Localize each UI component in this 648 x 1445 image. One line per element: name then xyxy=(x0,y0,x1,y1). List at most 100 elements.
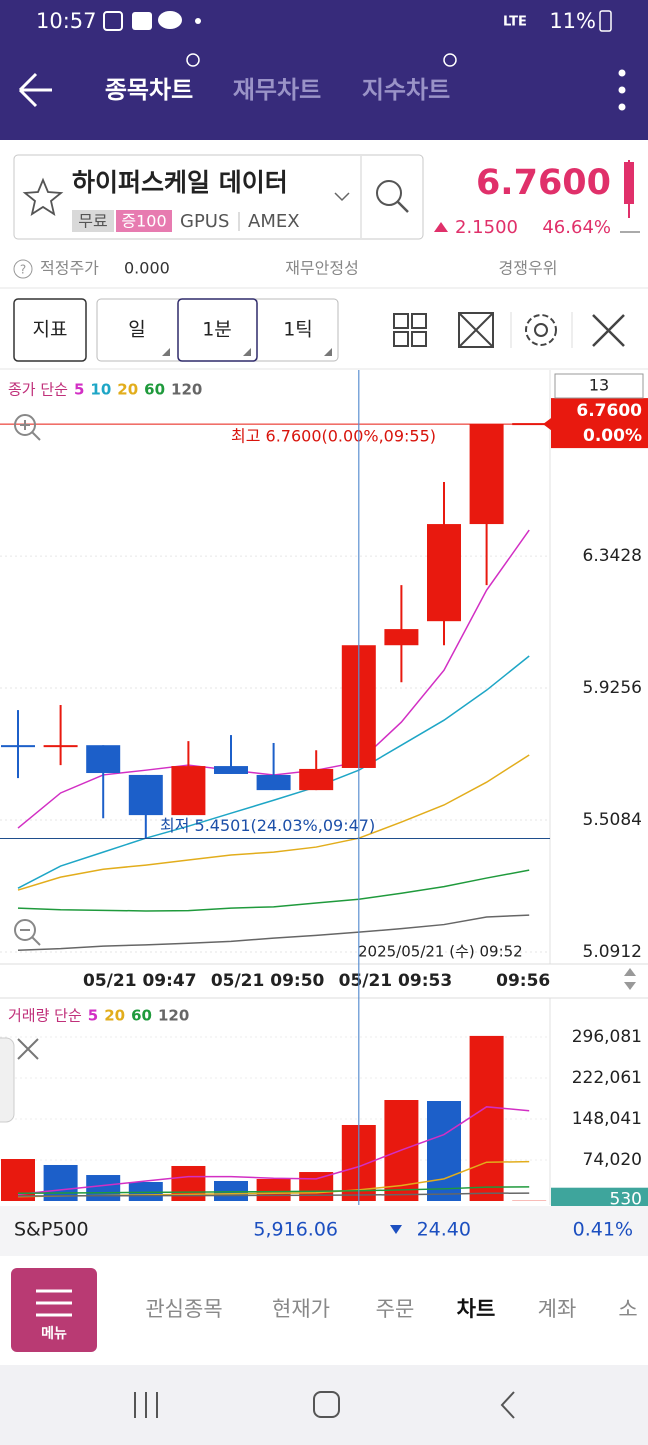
crosshair-label: 2025/05/21 (수) 09:52 xyxy=(358,943,523,961)
badge-text: 무료 xyxy=(78,212,107,231)
current-change: 0.00% xyxy=(583,426,642,446)
moving-average xyxy=(17,1106,530,1196)
help-icon[interactable] xyxy=(13,259,33,279)
svg-text:?: ? xyxy=(20,263,26,277)
volume-bar xyxy=(299,1172,334,1201)
side-handle[interactable] xyxy=(0,1037,15,1123)
x-tick-label: 05/21 09:50 xyxy=(211,971,325,991)
index-name: S&P500 xyxy=(14,1219,89,1241)
volume-bar xyxy=(214,1181,248,1201)
index-bar xyxy=(0,1206,648,1256)
recent-apps[interactable] xyxy=(134,1392,158,1418)
indicator-button[interactable] xyxy=(13,298,87,362)
legend-title: 거래량 단순 xyxy=(8,1007,82,1025)
battery: 11% xyxy=(549,9,596,33)
stock-name: 하이퍼스케일 데이터 xyxy=(72,168,288,197)
candle-body xyxy=(256,774,291,791)
visible-count: 13 xyxy=(589,376,609,395)
candle-body xyxy=(384,629,419,646)
candle-body xyxy=(299,768,334,791)
zoom-in[interactable] xyxy=(14,414,41,441)
y-tick-label: 6.3428 xyxy=(583,546,642,566)
candle-body xyxy=(86,745,121,774)
battery-icon xyxy=(599,10,612,32)
legend-entry: 10 xyxy=(90,381,111,399)
fullscreen-icon[interactable] xyxy=(458,312,494,348)
menu-button[interactable] xyxy=(11,1268,97,1352)
candle-body xyxy=(43,745,78,748)
clock: 10:57 xyxy=(36,9,97,33)
menu-icon xyxy=(36,1289,72,1317)
volume-bar xyxy=(469,1035,504,1201)
status-icon xyxy=(158,11,182,29)
index-value: 5,916.06 xyxy=(253,1219,338,1241)
badge-text: 증100 xyxy=(121,212,166,231)
nav-item[interactable]: 소 xyxy=(618,1297,637,1321)
volume-bar xyxy=(86,1175,121,1201)
current-price-pointer xyxy=(543,418,551,431)
moving-average xyxy=(17,655,530,889)
tab[interactable]: 재무차트 xyxy=(233,76,321,104)
nav-item[interactable]: 관심종목 xyxy=(145,1297,222,1321)
period-selected[interactable] xyxy=(177,298,258,362)
resize-handle[interactable] xyxy=(624,968,636,990)
volume-bar xyxy=(427,1101,461,1201)
close-volume[interactable] xyxy=(17,1038,39,1060)
low-label: 최저 5.4501(24.03%,09:47) xyxy=(160,816,375,835)
status-icon xyxy=(103,11,123,31)
index-change: 24.40 xyxy=(417,1219,471,1241)
nav-item[interactable]: 계좌 xyxy=(538,1297,577,1321)
legend-entry: 60 xyxy=(144,381,165,399)
info-link[interactable]: 재무안정성 xyxy=(285,259,359,278)
candle-body xyxy=(469,424,504,525)
y-tick-label: 296,081 xyxy=(572,1027,642,1047)
back-nav[interactable] xyxy=(500,1391,515,1419)
y-tick-label: 148,041 xyxy=(572,1109,642,1129)
layout-icon[interactable] xyxy=(393,313,427,347)
search-icon[interactable] xyxy=(376,180,402,206)
current-price-tag xyxy=(551,398,648,449)
period[interactable]: 1분 xyxy=(202,319,232,341)
moving-average xyxy=(17,1192,530,1197)
tab-active[interactable]: 종목차트 xyxy=(105,76,193,104)
price-candle xyxy=(624,162,634,204)
legend-entry: 20 xyxy=(104,1007,125,1025)
bottom-nav xyxy=(0,1257,648,1365)
info-link[interactable]: 경쟁우위 xyxy=(499,259,558,278)
tab[interactable]: 지수차트 xyxy=(362,76,450,104)
nav-item[interactable]: 현재가 xyxy=(272,1297,330,1321)
search-icon xyxy=(397,201,409,213)
y-tick-label: 5.0912 xyxy=(583,942,642,962)
period[interactable]: 1틱 xyxy=(283,319,313,341)
legend-entry: 120 xyxy=(158,1007,189,1025)
favorite-star[interactable] xyxy=(22,177,64,216)
candle-body xyxy=(214,766,248,774)
y-tick-label: 5.5084 xyxy=(583,810,642,830)
nav-item[interactable]: 차트 xyxy=(457,1297,496,1321)
dropdown[interactable] xyxy=(334,192,350,202)
legend-entry: 5 xyxy=(88,1007,98,1025)
moving-average xyxy=(17,754,530,891)
index-change-pct: 0.41% xyxy=(573,1219,633,1241)
tools-icon[interactable] xyxy=(592,314,625,347)
nav-item[interactable]: 주문 xyxy=(376,1297,415,1321)
zoom-out[interactable] xyxy=(14,919,41,946)
app-header xyxy=(0,0,648,140)
period[interactable]: 일 xyxy=(128,319,145,341)
home-button[interactable] xyxy=(313,1391,340,1418)
settings-icon[interactable] xyxy=(525,314,557,346)
legend-entry: 20 xyxy=(117,381,138,399)
up-arrow xyxy=(434,222,448,232)
network: LTE xyxy=(503,15,527,30)
back-button[interactable] xyxy=(18,72,52,108)
badge xyxy=(116,210,172,232)
stock-price: 6.7600 xyxy=(476,163,611,203)
info-value: 0.000 xyxy=(124,259,170,278)
volume-bar xyxy=(256,1179,291,1201)
tab-icon xyxy=(186,53,200,67)
current-volume: 530 xyxy=(610,1190,642,1210)
legend-entry: 5 xyxy=(74,381,84,399)
legend-entry: 60 xyxy=(131,1007,152,1025)
more-menu[interactable] xyxy=(618,69,626,111)
